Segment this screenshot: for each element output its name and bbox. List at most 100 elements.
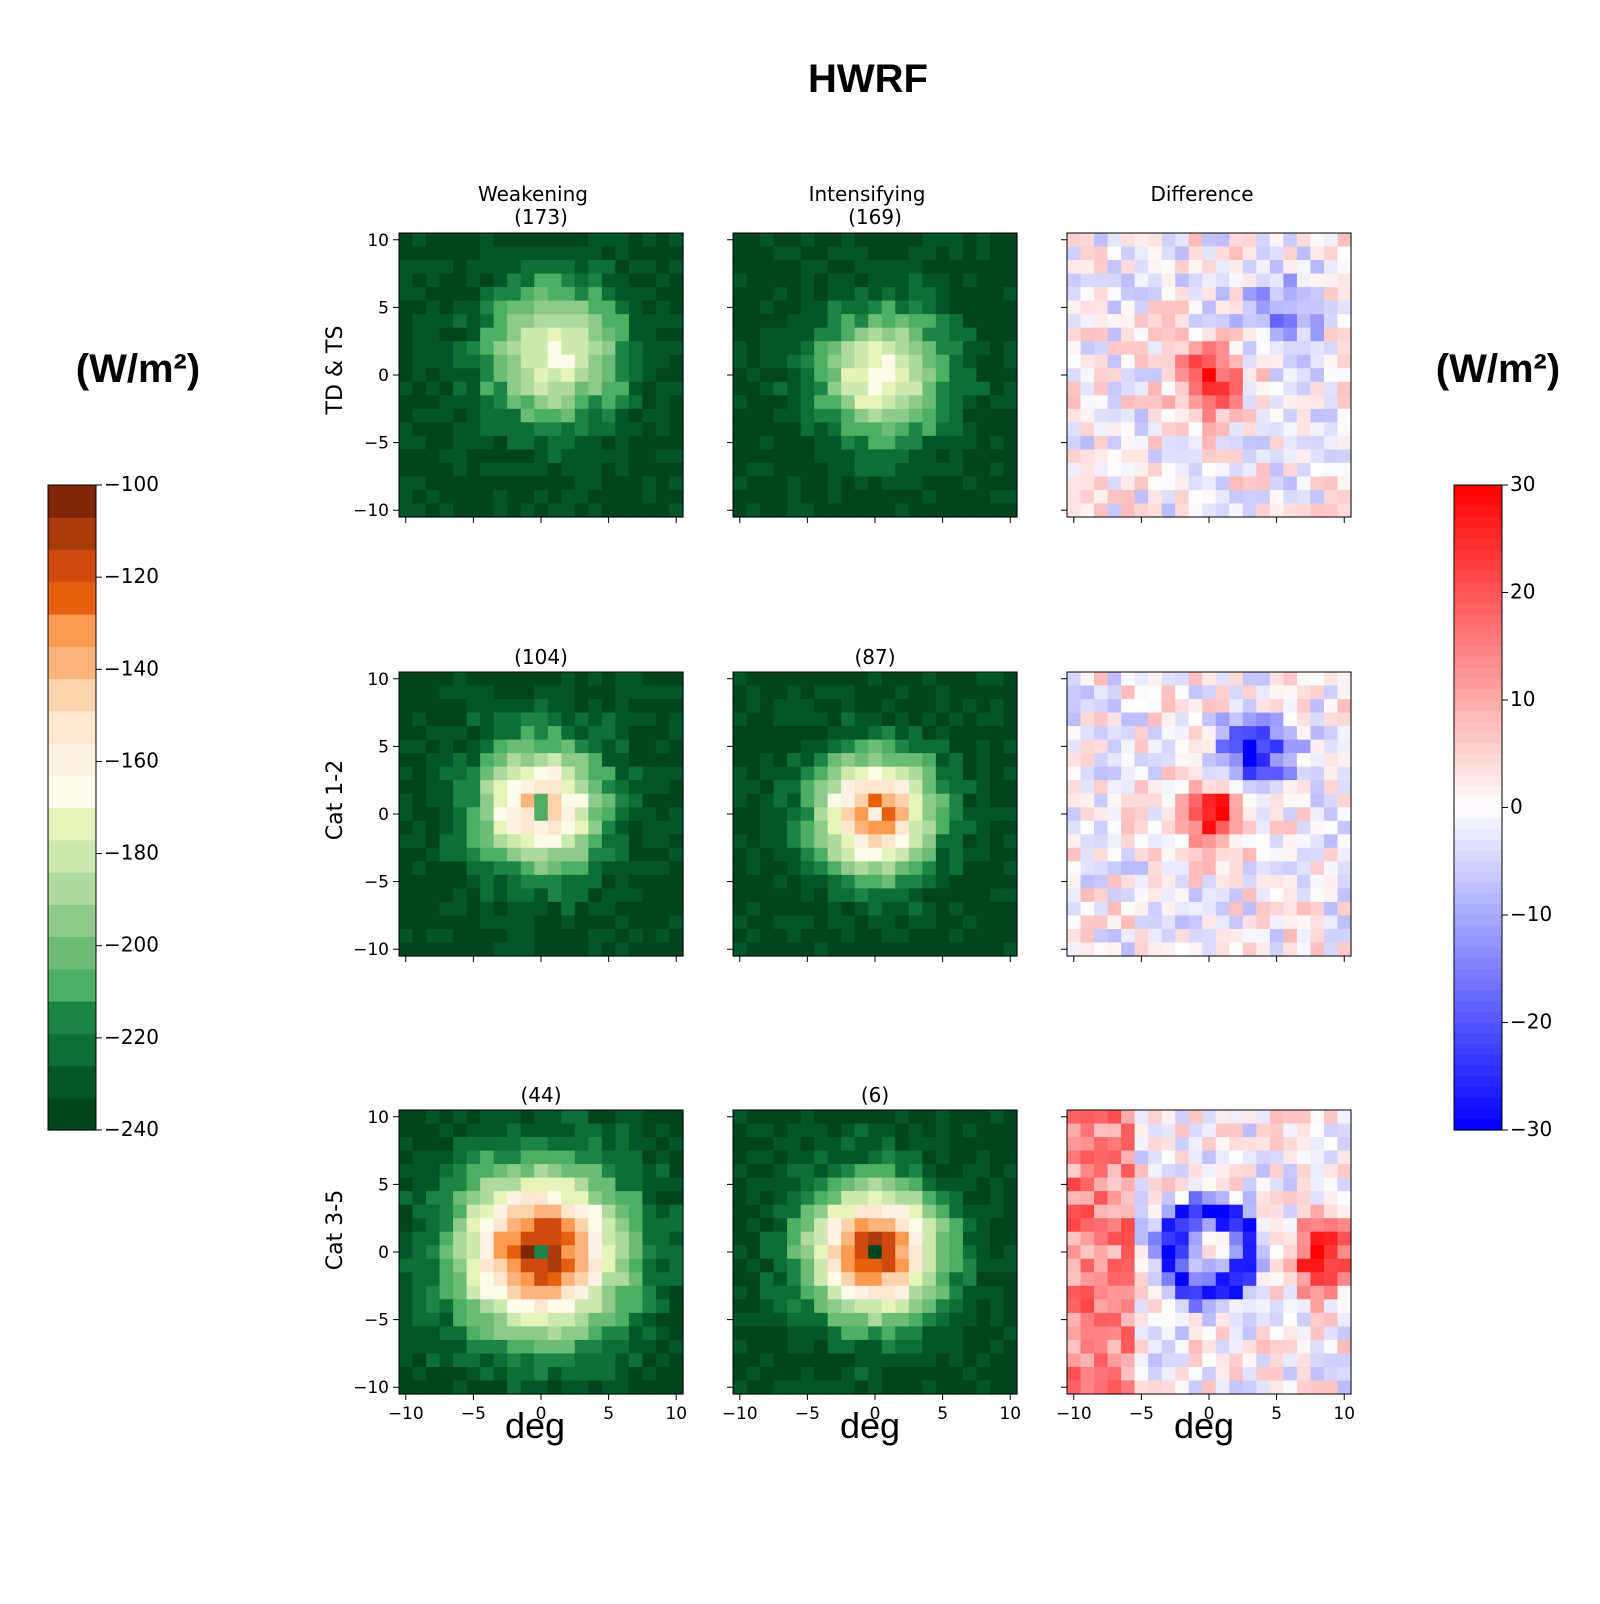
heatmap-cell — [976, 246, 991, 261]
heatmap-cell — [1003, 1218, 1018, 1233]
heatmap-cell — [412, 847, 427, 862]
heatmap-cell — [746, 449, 761, 464]
heatmap-cell — [493, 408, 508, 423]
heatmap-cell — [800, 341, 815, 356]
heatmap-cell — [601, 1299, 616, 1314]
heatmap-cell — [1107, 1150, 1122, 1165]
heatmap-cell — [976, 462, 991, 478]
heatmap-cell — [534, 287, 549, 302]
heatmap-cell — [773, 1312, 788, 1327]
heatmap-cell — [588, 1299, 603, 1314]
heatmap-cell — [426, 449, 441, 464]
heatmap-cell — [827, 834, 842, 849]
heatmap-cell — [1269, 449, 1284, 464]
heatmap-cell — [1175, 1339, 1190, 1355]
heatmap-cell — [841, 503, 856, 518]
heatmap-cell — [615, 685, 630, 700]
heatmap-cell — [1215, 1150, 1230, 1165]
heatmap-cell — [895, 1218, 910, 1233]
heatmap-cell — [642, 314, 657, 329]
heatmap-cell — [588, 273, 603, 288]
heatmap-cell — [989, 820, 1005, 835]
heatmap-cell — [466, 354, 481, 369]
heatmap-cell — [642, 699, 657, 714]
heatmap-cell — [520, 712, 535, 727]
heatmap-cell — [480, 1245, 495, 1260]
heatmap-cell — [1202, 847, 1217, 862]
heatmap-cell — [493, 807, 508, 822]
heatmap-cell — [841, 1137, 856, 1152]
heatmap-cell — [520, 381, 535, 396]
heatmap-cell — [976, 739, 991, 754]
heatmap-cell — [1256, 246, 1271, 261]
heatmap-cell — [1134, 1245, 1149, 1260]
heatmap-cell — [561, 368, 576, 383]
heatmap-cell — [412, 915, 427, 930]
heatmap-cell — [922, 942, 937, 957]
heatmap-cell — [1188, 381, 1203, 396]
heatmap-cell — [493, 793, 508, 808]
heatmap-cell — [841, 1258, 856, 1273]
heatmap-cell — [1175, 1110, 1190, 1125]
heatmap-cell — [827, 712, 842, 727]
heatmap-cell — [1229, 928, 1244, 944]
heatmap-cell — [1134, 1285, 1149, 1300]
heatmap-cell — [1323, 300, 1339, 315]
heatmap-cell — [588, 1110, 603, 1125]
heatmap-cell — [1148, 1339, 1163, 1355]
heatmap-cell — [827, 1110, 842, 1125]
heatmap-cell — [746, 793, 761, 808]
heatmap-cell — [746, 1339, 761, 1355]
heatmap-cell — [827, 341, 842, 356]
heatmap-cell — [547, 287, 562, 302]
heatmap-cell — [1256, 1164, 1271, 1179]
heatmap-cell — [1148, 1123, 1163, 1138]
heatmap-cell — [1310, 462, 1325, 478]
heatmap-cell — [989, 1272, 1005, 1287]
colorbar-swatch — [1454, 614, 1502, 626]
heatmap-cell — [1242, 327, 1257, 342]
heatmap-cell — [868, 1110, 883, 1125]
heatmap-cell — [588, 1272, 603, 1287]
heatmap-cell — [841, 766, 856, 781]
heatmap-cell — [881, 672, 896, 687]
heatmap-cell — [827, 462, 842, 478]
heatmap-cell — [655, 753, 671, 768]
heatmap-cell — [426, 287, 441, 302]
heatmap-cell — [1283, 726, 1298, 741]
heatmap-cell — [854, 1123, 869, 1138]
heatmap-cell — [480, 726, 495, 741]
heatmap-cell — [787, 1272, 802, 1287]
heatmap-cell — [1229, 1191, 1244, 1206]
colorbar-swatch — [1454, 667, 1502, 680]
heatmap-cell — [773, 368, 788, 383]
heatmap-cell — [439, 1204, 454, 1219]
heatmap-cell — [1175, 1218, 1190, 1233]
heatmap-cell — [1067, 1312, 1082, 1327]
heatmap-cell — [854, 381, 869, 396]
heatmap-cell — [787, 1258, 802, 1273]
heatmap-cell — [949, 1177, 964, 1192]
heatmap-cell — [827, 1258, 842, 1273]
heatmap-cell — [561, 462, 576, 478]
heatmap-cell — [989, 726, 1005, 741]
heatmap-cell — [601, 685, 616, 700]
heatmap-cell — [493, 476, 508, 491]
heatmap-cell — [1188, 368, 1203, 383]
heatmap-cell — [642, 1312, 657, 1327]
heatmap-cell — [1175, 503, 1190, 518]
heatmap-cell — [1215, 1299, 1230, 1314]
heatmap-cell — [1188, 672, 1203, 687]
colorbar-swatch — [1454, 807, 1502, 819]
heatmap-cell — [949, 476, 964, 491]
heatmap-cell — [935, 381, 950, 396]
heatmap-cell — [1269, 766, 1284, 781]
heatmap-cell — [1323, 834, 1339, 849]
heatmap-cell — [1080, 861, 1095, 876]
heatmap-cell — [814, 928, 829, 944]
heatmap-cell — [800, 1272, 815, 1287]
heatmap-cell — [1202, 327, 1217, 342]
heatmap-cell — [439, 1272, 454, 1287]
colorbar-swatch — [1454, 689, 1502, 701]
heatmap-cell — [453, 1150, 468, 1165]
